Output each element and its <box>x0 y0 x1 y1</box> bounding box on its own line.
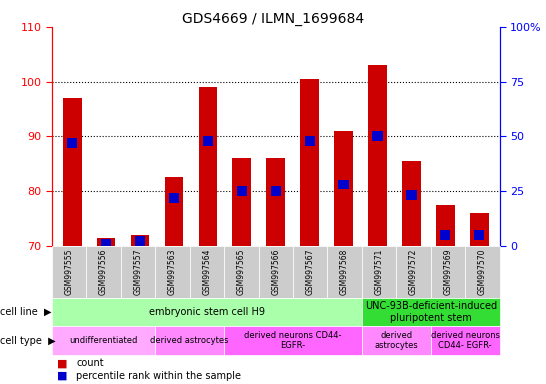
Bar <box>165 177 183 246</box>
Bar <box>372 131 383 141</box>
Text: GSM997570: GSM997570 <box>478 248 487 295</box>
Text: GSM997557: GSM997557 <box>133 248 143 295</box>
Bar <box>203 136 213 146</box>
Text: GSM997555: GSM997555 <box>64 248 74 295</box>
Bar <box>130 235 150 246</box>
Text: derived astrocytes: derived astrocytes <box>150 336 229 345</box>
Bar <box>135 237 145 246</box>
Bar <box>402 161 421 246</box>
Text: cell type  ▶: cell type ▶ <box>0 336 56 346</box>
Bar <box>440 230 450 240</box>
Text: GSM997569: GSM997569 <box>443 248 453 295</box>
Text: GSM997565: GSM997565 <box>237 248 246 295</box>
Bar <box>271 186 281 196</box>
Bar <box>300 79 319 246</box>
Text: GSM997556: GSM997556 <box>99 248 108 295</box>
Text: ■: ■ <box>57 358 68 368</box>
Text: GSM997563: GSM997563 <box>168 248 177 295</box>
Bar <box>63 98 81 246</box>
Bar <box>266 158 285 246</box>
Bar <box>470 213 489 246</box>
Bar <box>339 180 349 189</box>
Text: derived
astrocytes: derived astrocytes <box>375 331 418 351</box>
Bar <box>233 158 251 246</box>
Text: ■: ■ <box>57 371 68 381</box>
Text: cell line  ▶: cell line ▶ <box>0 307 51 317</box>
Text: GSM997572: GSM997572 <box>409 248 418 295</box>
Bar <box>169 193 179 202</box>
Bar <box>406 190 417 200</box>
Text: GSM997571: GSM997571 <box>375 248 383 295</box>
Text: GSM997564: GSM997564 <box>203 248 211 295</box>
Bar <box>236 186 247 196</box>
Bar <box>97 238 115 246</box>
Text: count: count <box>76 358 104 368</box>
Bar <box>199 87 217 246</box>
Text: undifferentiated: undifferentiated <box>69 336 138 345</box>
Text: GSM997568: GSM997568 <box>340 248 349 295</box>
Bar <box>474 230 484 240</box>
Text: GSM997567: GSM997567 <box>306 248 314 295</box>
Bar <box>436 205 455 246</box>
Bar <box>101 238 111 248</box>
Text: derived neurons
CD44- EGFR-: derived neurons CD44- EGFR- <box>431 331 500 351</box>
Text: GSM997566: GSM997566 <box>271 248 280 295</box>
Bar <box>67 138 78 148</box>
Text: percentile rank within the sample: percentile rank within the sample <box>76 371 241 381</box>
Text: embryonic stem cell H9: embryonic stem cell H9 <box>149 307 265 317</box>
Bar <box>368 65 387 246</box>
Text: derived neurons CD44-
EGFR-: derived neurons CD44- EGFR- <box>244 331 342 351</box>
Bar <box>305 136 315 146</box>
Text: UNC-93B-deficient-induced
pluripotent stem: UNC-93B-deficient-induced pluripotent st… <box>365 301 497 323</box>
Bar <box>334 131 353 246</box>
Text: GDS4669 / ILMN_1699684: GDS4669 / ILMN_1699684 <box>182 12 364 25</box>
